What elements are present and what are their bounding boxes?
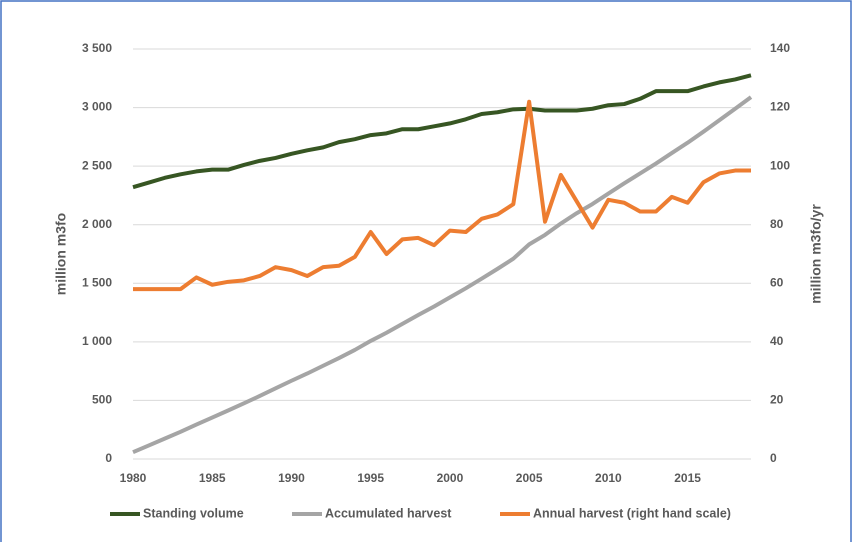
x-tick-label: 2015	[674, 471, 701, 485]
x-tick-label: 2000	[437, 471, 464, 485]
x-tick-label: 1990	[278, 471, 305, 485]
y-tick-label: 3 500	[82, 41, 112, 55]
y2-axis-title: million m3fo/yr	[808, 204, 824, 304]
y2-tick-label: 60	[770, 275, 784, 289]
y2-tick-label: 100	[770, 158, 790, 172]
y2-tick-label: 80	[770, 217, 784, 231]
y-tick-label: 1 000	[82, 334, 112, 348]
y-tick-label: 3 000	[82, 100, 112, 114]
y-tick-label: 1 500	[82, 275, 112, 289]
legend-label: Standing volume	[143, 506, 244, 520]
y-axis-title: million m3fo	[53, 213, 69, 295]
y2-tick-label: 40	[770, 334, 784, 348]
y-tick-label: 2 000	[82, 217, 112, 231]
line-series	[132, 73, 752, 190]
x-tick-label: 1980	[120, 471, 147, 485]
y-tick-label: 500	[92, 393, 112, 407]
x-tick-label: 2010	[595, 471, 622, 485]
line-series	[133, 99, 751, 292]
x-tick-label: 2005	[516, 471, 543, 485]
y2-tick-label: 140	[770, 41, 790, 55]
y-tick-label: 0	[105, 451, 112, 465]
x-tick-label: 1985	[199, 471, 226, 485]
line-series	[132, 95, 753, 455]
legend: Standing volume Accumulated harvest Annual…	[110, 506, 731, 520]
y2-tick-label: 0	[770, 451, 777, 465]
y-tick-label: 2 500	[82, 158, 112, 172]
legend-label: Accumulated harvest	[325, 506, 452, 520]
legend-label: Annual harvest (right hand scale)	[533, 506, 731, 520]
y2-tick-label: 120	[770, 100, 790, 114]
x-tick-label: 1995	[357, 471, 384, 485]
y2-tick-label: 20	[770, 393, 784, 407]
